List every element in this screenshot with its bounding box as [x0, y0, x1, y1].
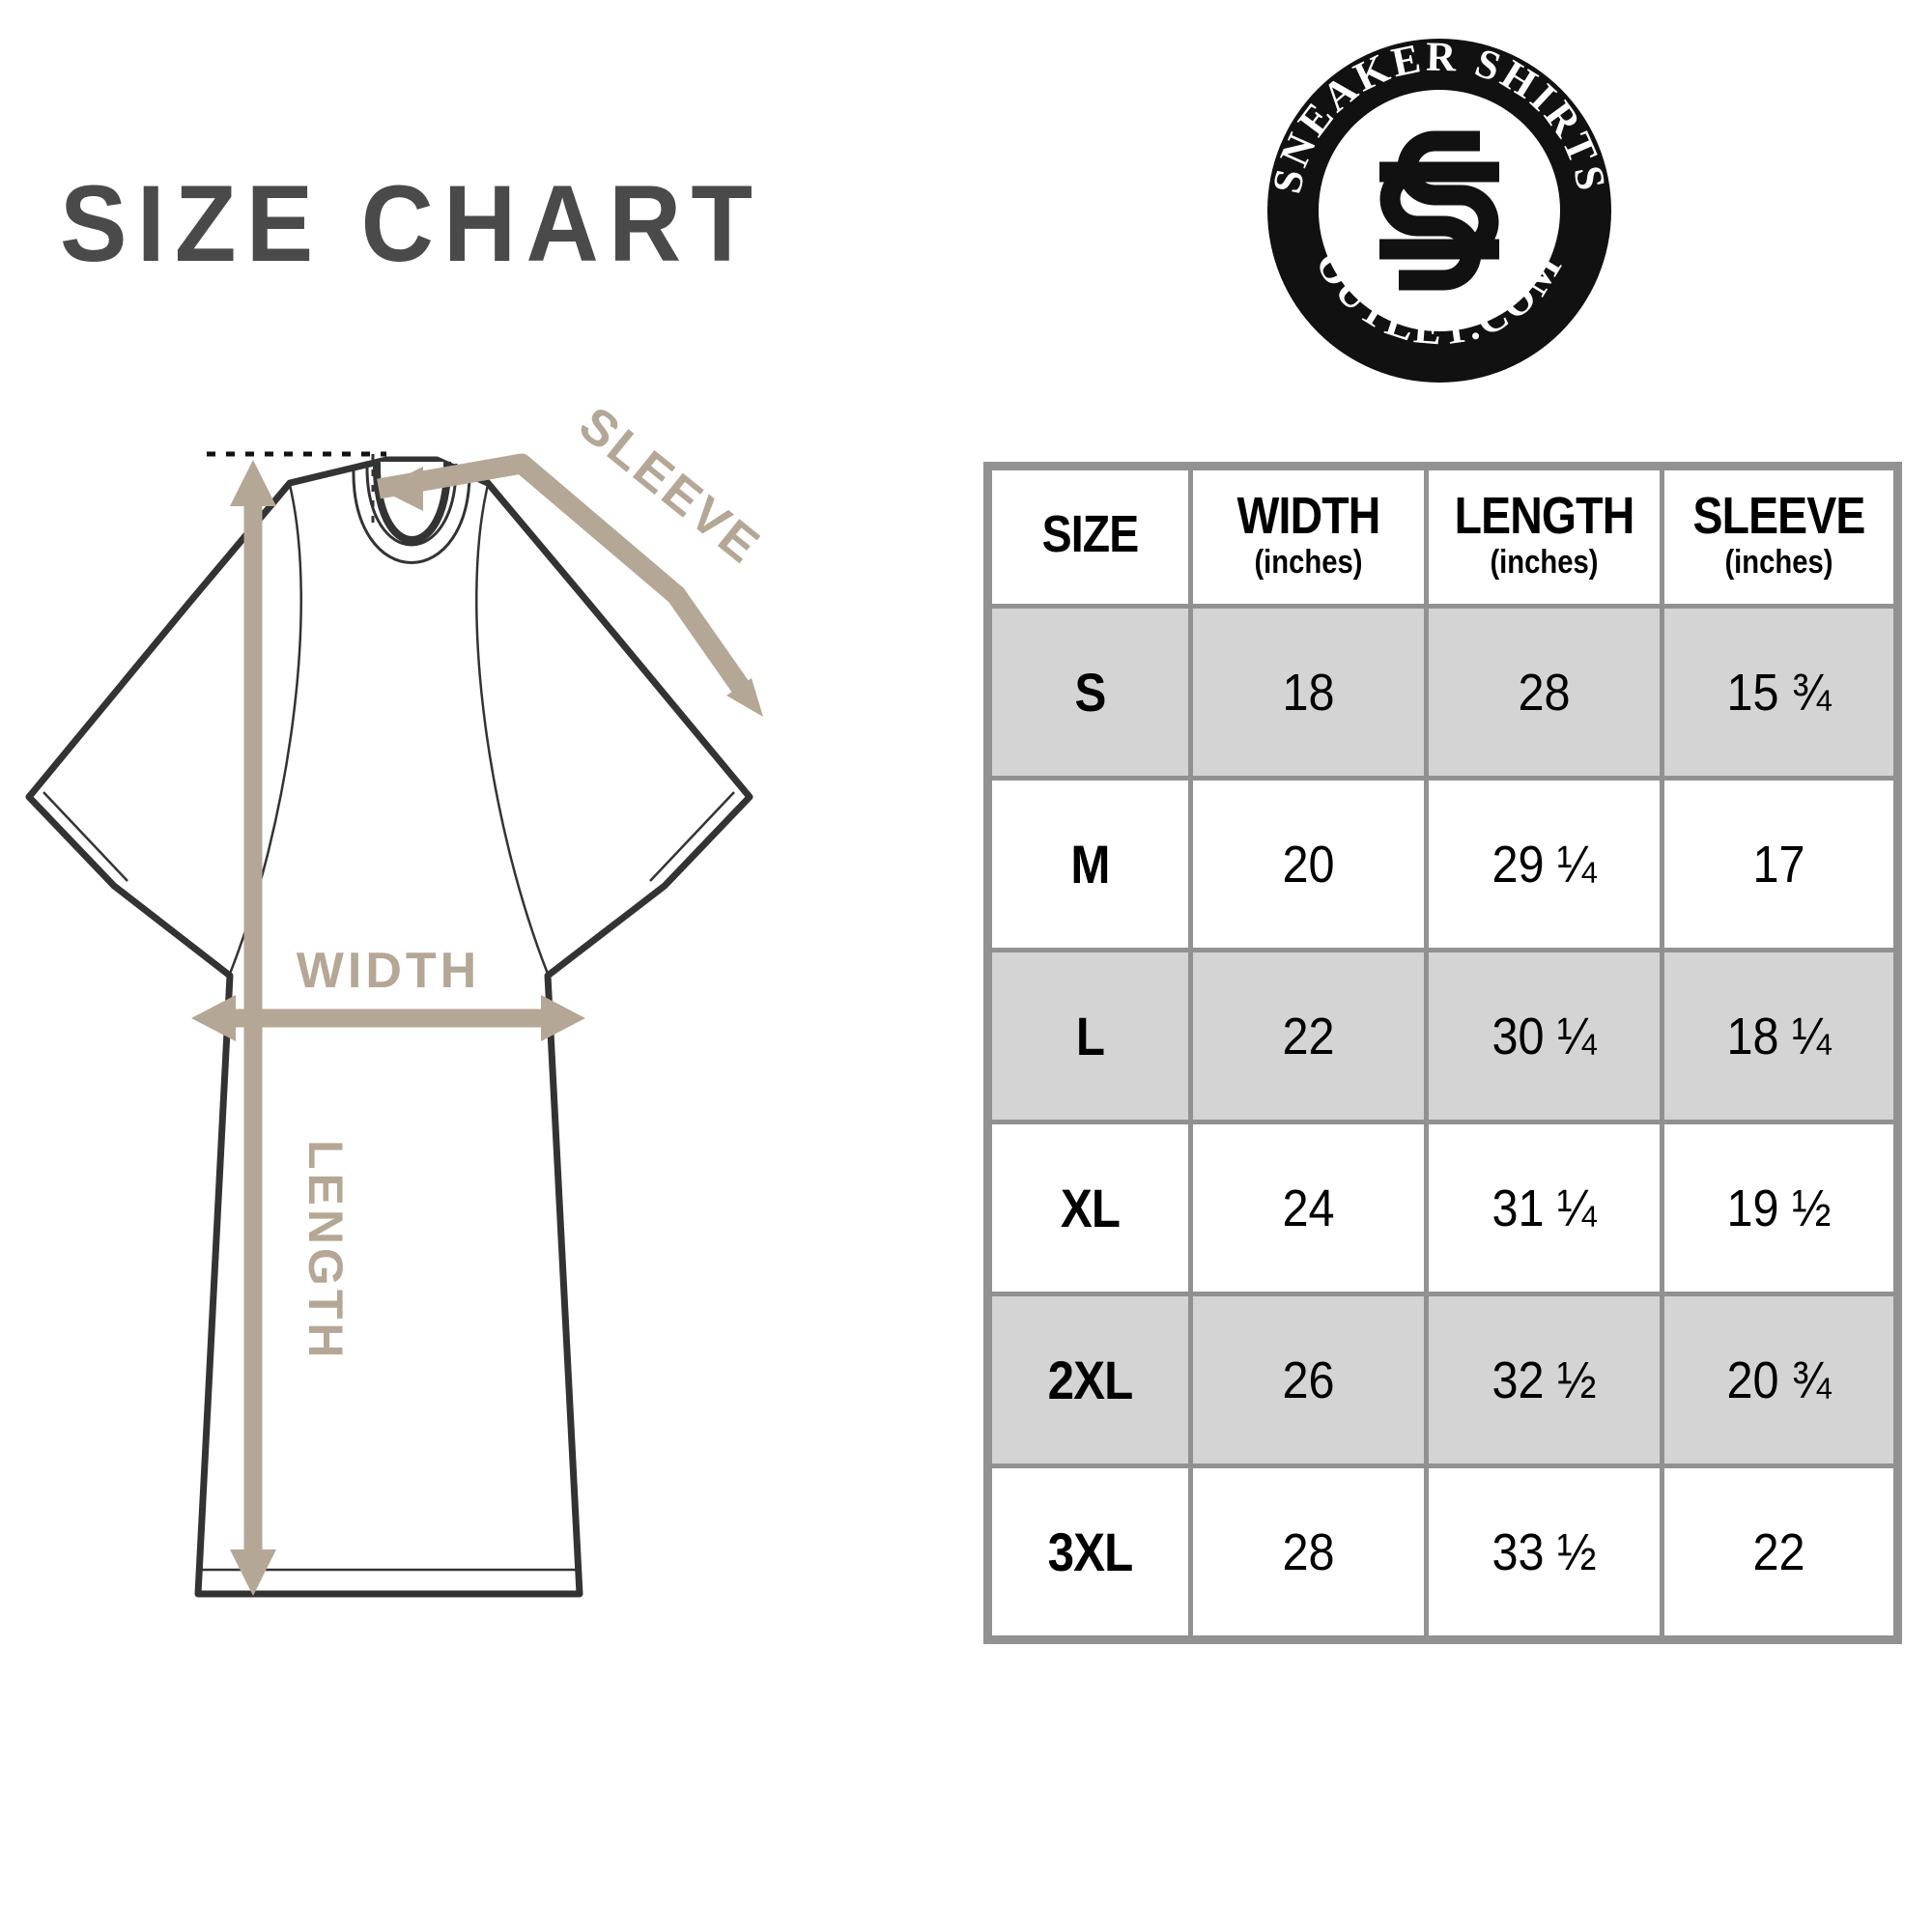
value-length: 33 ½	[1492, 1522, 1597, 1581]
cell-length: 32 ½	[1424, 1292, 1664, 1468]
cell-width: 28	[1188, 1463, 1429, 1642]
value-width: 20	[1282, 835, 1335, 894]
value-size: S	[1074, 662, 1106, 723]
table-row: M 20 29 ¼ 17	[985, 776, 1900, 952]
cell-size: 2XL	[985, 1292, 1193, 1468]
width-label: WIDTH	[297, 943, 480, 999]
table-row: S 18 28 15 ¾	[985, 604, 1900, 781]
cell-sleeve: 22	[1660, 1463, 1900, 1642]
value-size: L	[1075, 1006, 1105, 1066]
value-size: XL	[1060, 1178, 1121, 1238]
sleeve-arrow	[377, 453, 763, 717]
value-sleeve: 22	[1752, 1522, 1805, 1581]
cell-sleeve: 15 ¾	[1660, 604, 1900, 781]
value-width: 24	[1282, 1179, 1335, 1237]
header-width-label: WIDTH	[1236, 486, 1381, 545]
table-row: XL 24 31 ¼ 19 ½	[985, 1120, 1900, 1296]
cell-size: S	[985, 604, 1193, 781]
table-row: 3XL 28 33 ½ 22	[985, 1463, 1900, 1642]
header-cell-length: LENGTH (inches)	[1424, 464, 1664, 609]
cell-width: 24	[1188, 1120, 1429, 1296]
cell-size: 3XL	[985, 1463, 1193, 1642]
header-length-units: (inches)	[1490, 543, 1599, 581]
value-length: 32 ½	[1492, 1350, 1597, 1409]
header-sleeve-label: SLEEVE	[1692, 486, 1865, 545]
size-chart-table: SIZE WIDTH (inches) LENGTH (inches) SLEE…	[983, 462, 1902, 1644]
cell-length: 29 ¼	[1424, 776, 1664, 952]
cell-sleeve: 20 ¾	[1660, 1292, 1900, 1468]
value-sleeve: 15 ¾	[1726, 663, 1832, 722]
cell-length: 30 ¼	[1424, 948, 1664, 1124]
table-row: 2XL 26 32 ½ 20 ¾	[985, 1292, 1900, 1468]
value-length: 29 ¼	[1492, 835, 1597, 894]
page-title: SIZE CHART	[60, 163, 763, 284]
table-header-row: SIZE WIDTH (inches) LENGTH (inches) SLEE…	[985, 464, 1900, 609]
cell-width: 18	[1188, 604, 1429, 781]
cell-size: L	[985, 948, 1193, 1124]
logo-ss-monogram	[1379, 130, 1499, 291]
header-size-label: SIZE	[1041, 505, 1140, 564]
header-length-label: LENGTH	[1454, 486, 1635, 545]
cell-length: 33 ½	[1424, 1463, 1664, 1642]
cell-size: M	[985, 776, 1193, 952]
cell-size: XL	[985, 1120, 1193, 1296]
logo-inner-disc	[1319, 90, 1560, 331]
brand-logo: SNEAKER SHIRTS OUTLET.COM	[1256, 27, 1623, 394]
cell-length: 28	[1424, 604, 1664, 781]
cell-width: 22	[1188, 948, 1429, 1124]
cell-length: 31 ¼	[1424, 1120, 1664, 1296]
value-length: 31 ¼	[1492, 1179, 1597, 1237]
value-size: 2XL	[1047, 1350, 1134, 1410]
header-cell-width: WIDTH (inches)	[1188, 464, 1429, 609]
value-size: M	[1070, 834, 1110, 895]
value-width: 28	[1282, 1522, 1335, 1581]
value-length: 30 ¼	[1492, 1007, 1597, 1065]
header-sleeve-units: (inches)	[1724, 543, 1833, 581]
value-sleeve: 17	[1752, 835, 1805, 894]
value-width: 18	[1282, 663, 1335, 722]
sleeve-label: SLEEVE	[568, 406, 771, 576]
cell-sleeve: 18 ¼	[1660, 948, 1900, 1124]
value-sleeve: 19 ½	[1726, 1179, 1832, 1237]
value-sleeve: 20 ¾	[1726, 1350, 1832, 1409]
cell-sleeve: 17	[1660, 776, 1900, 952]
header-width-units: (inches)	[1254, 543, 1363, 581]
cell-width: 26	[1188, 1292, 1429, 1468]
value-sleeve: 18 ¼	[1726, 1007, 1832, 1065]
table-row: L 22 30 ¼ 18 ¼	[985, 948, 1900, 1124]
cell-width: 20	[1188, 776, 1429, 952]
width-arrow	[191, 995, 585, 1041]
header-cell-size: SIZE	[985, 464, 1193, 609]
tshirt-cuff-hems	[43, 791, 735, 882]
value-width: 22	[1282, 1007, 1335, 1065]
value-width: 26	[1282, 1350, 1335, 1409]
length-label: LENGTH	[298, 1140, 353, 1362]
length-arrow	[230, 460, 276, 1596]
tshirt-diagram: SLEEVE WIDTH LENGTH	[0, 406, 966, 1662]
value-size: 3XL	[1047, 1521, 1134, 1582]
header-cell-sleeve: SLEEVE (inches)	[1660, 464, 1900, 609]
cell-sleeve: 19 ½	[1660, 1120, 1900, 1296]
value-length: 28	[1518, 663, 1571, 722]
